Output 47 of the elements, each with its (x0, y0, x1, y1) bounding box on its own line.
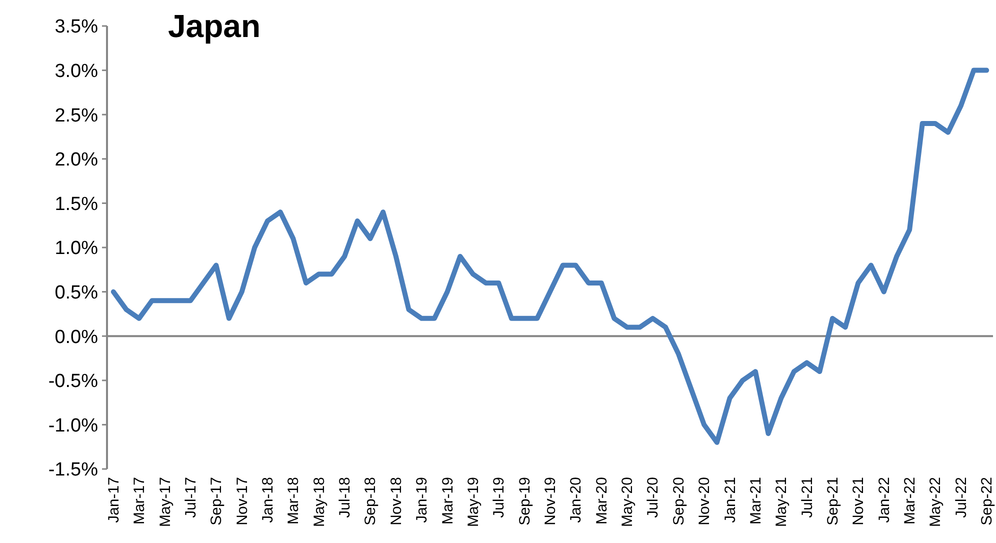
y-tick-label: -0.5% (48, 371, 98, 392)
x-tick-label: May-22 (927, 477, 944, 528)
y-tick-label: 0.0% (54, 326, 98, 348)
x-tick-label: Jan-19 (414, 477, 431, 523)
y-tick-label: 1.0% (54, 238, 98, 260)
x-tick-label: Mar-22 (902, 477, 919, 525)
x-tick-label: May-18 (310, 477, 328, 528)
x-tick-label: Jan-17 (105, 477, 122, 523)
x-tick-label: Nov-21 (850, 477, 868, 526)
x-tick-label: Mar-20 (593, 477, 610, 525)
x-tick-label: Sep-18 (362, 477, 380, 526)
x-tick-label: Jul-20 (644, 477, 662, 518)
y-tick-label: 1.5% (54, 194, 98, 215)
x-tick-label: May-19 (464, 477, 482, 528)
x-tick-label: Mar-18 (285, 477, 302, 525)
x-tick-label: Jan-18 (260, 477, 277, 523)
x-tick-label: Mar-21 (747, 477, 764, 525)
x-tick-label: Sep-22 (978, 477, 996, 526)
x-tick-label: Sep-17 (208, 477, 226, 526)
y-tick-label: 2.5% (54, 105, 98, 126)
x-tick-label: Nov-17 (234, 477, 251, 526)
x-tick-label: Jan-22 (876, 477, 893, 523)
x-tick-label: Nov-19 (542, 477, 559, 526)
x-tick-label: May-20 (619, 477, 636, 528)
x-tick-label: Mar-17 (131, 477, 148, 525)
x-tick-label: Sep-20 (670, 477, 688, 526)
y-tick-label: 3.0% (54, 60, 98, 82)
x-tick-label: Jul-19 (490, 477, 508, 518)
y-tick-label: 3.5% (54, 16, 98, 38)
x-tick-label: Jan-20 (568, 477, 585, 523)
x-tick-label: Jul-18 (336, 477, 354, 518)
x-tick-label: Nov-18 (388, 477, 405, 526)
x-tick-label: May-21 (773, 477, 790, 528)
x-tick-label: Jul-21 (798, 477, 816, 518)
x-tick-label: Nov-20 (696, 477, 714, 526)
y-tick-label: -1.5% (48, 460, 98, 481)
x-tick-label: Sep-19 (516, 477, 534, 526)
x-tick-label: Jan-21 (722, 477, 739, 523)
y-tick-label: 0.5% (54, 282, 98, 304)
y-tick-label: 2.0% (54, 150, 98, 171)
y-tick-label: -1.0% (48, 415, 98, 436)
chart-title: Japan (168, 8, 260, 44)
x-tick-label: May-17 (156, 477, 174, 528)
x-tick-label: Mar-19 (439, 477, 456, 525)
x-tick-label: Sep-21 (824, 477, 842, 526)
x-tick-label: Jul-17 (182, 477, 200, 518)
x-tick-label: Jul-22 (952, 477, 970, 518)
